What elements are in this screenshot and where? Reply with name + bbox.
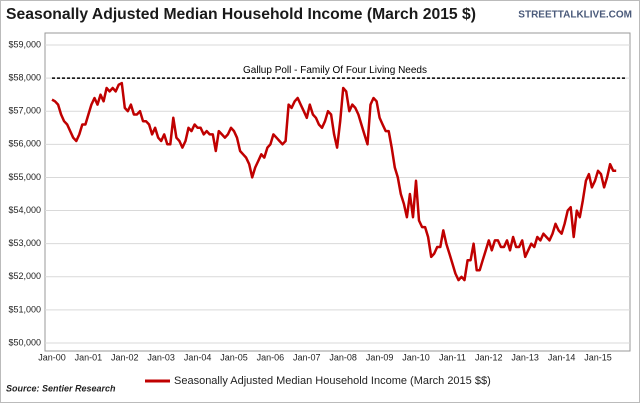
x-tick-label: Jan-00 [38,352,66,362]
y-tick-label: $51,000 [8,304,41,314]
reference-label: Gallup Poll - Family Of Four Living Need… [243,65,427,76]
x-tick-label: Jan-15 [584,352,612,362]
y-tick-label: $52,000 [8,271,41,281]
x-tick-label: Jan-12 [475,352,503,362]
x-tick-label: Jan-04 [184,352,212,362]
x-tick-label: Jan-09 [366,352,394,362]
x-tick-label: Jan-14 [548,352,576,362]
y-tick-label: $50,000 [8,337,41,347]
x-tick-label: Jan-13 [511,352,539,362]
x-tick-label: Jan-01 [75,352,103,362]
x-tick-label: Jan-06 [257,352,285,362]
plot-area [44,32,631,352]
y-tick-label: $54,000 [8,205,41,215]
y-tick-label: $57,000 [8,106,41,116]
x-tick-label: Jan-07 [293,352,321,362]
chart-title: Seasonally Adjusted Median Household Inc… [6,6,476,23]
x-tick-label: Jan-10 [402,352,430,362]
series-line [51,81,617,282]
x-tick-label: Jan-03 [147,352,175,362]
y-tick-label: $55,000 [8,172,41,182]
y-tick-label: $53,000 [8,238,41,248]
y-tick-label: $59,000 [8,39,41,49]
legend-label: Seasonally Adjusted Median Household Inc… [174,375,491,387]
y-tick-label: $58,000 [8,72,41,82]
x-tick-label: Jan-08 [329,352,357,362]
watermark: STREETTALKLIVE.COM [518,10,632,21]
x-tick-label: Jan-11 [439,352,466,362]
source: Source: Sentier Research [6,383,116,393]
y-tick-label: $56,000 [8,139,41,149]
x-tick-label: Jan-05 [220,352,248,362]
x-tick-label: Jan-02 [111,352,139,362]
